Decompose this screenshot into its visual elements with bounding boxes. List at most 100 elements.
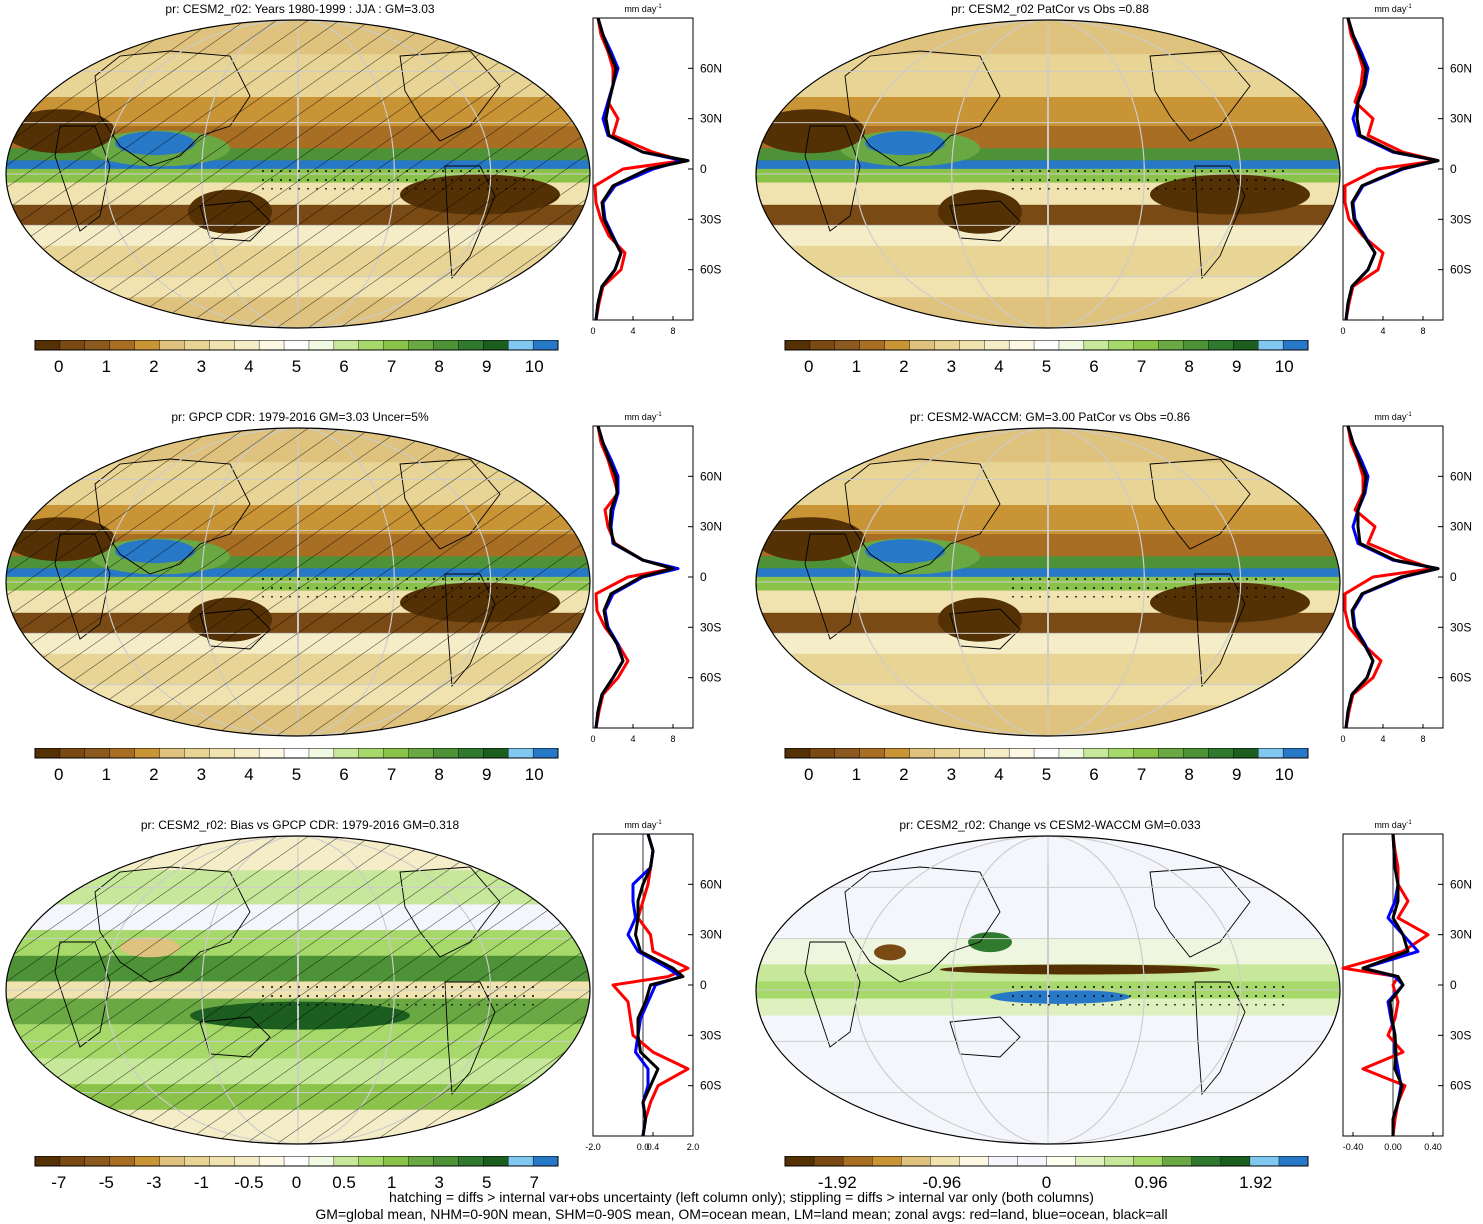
precip-band: [756, 297, 1340, 328]
colorbar-label: -0.96: [923, 1173, 962, 1192]
value-tick-label: 4: [1380, 326, 1385, 336]
colorbar-swatch: [34, 340, 61, 351]
colorbar-swatch: [507, 1156, 534, 1167]
colorbar-swatch: [1257, 748, 1284, 759]
colorbar-swatch: [834, 748, 861, 759]
colorbar-swatch: [959, 340, 985, 351]
units-superscript: -1: [656, 820, 662, 826]
colorbar-label: 1: [102, 357, 111, 376]
coastline: [1149, 866, 1251, 958]
map-border: [755, 427, 1341, 737]
colorbar-label: 7: [387, 357, 396, 376]
colorbar-label: 5: [1042, 357, 1051, 376]
colorbar-label: 8: [434, 765, 443, 784]
colorbar-swatch: [433, 340, 459, 351]
dry-region: [756, 517, 865, 562]
colorbar-swatch: [901, 1156, 931, 1167]
colorbar-swatch: [1282, 748, 1309, 759]
colorbar-label: 0: [1042, 1173, 1051, 1192]
precip-map: [5, 427, 591, 737]
colorbar-swatch: [813, 1156, 844, 1167]
lat-tick-label: 30N: [1450, 928, 1472, 942]
colorbar-label: 10: [1275, 765, 1294, 784]
colorbar-swatch: [433, 748, 459, 759]
colorbar-swatch: [1162, 1156, 1193, 1167]
value-tick-label: -2.0: [585, 1142, 601, 1152]
colorbar-swatch: [1183, 748, 1209, 759]
colorbar-swatch: [1033, 748, 1060, 759]
colorbar-swatch: [842, 1156, 873, 1167]
colorbar-swatch: [184, 748, 210, 759]
colorbar-label: 8: [1184, 357, 1193, 376]
colorbar-swatch: [383, 340, 410, 351]
colorbar-swatch: [1058, 748, 1085, 759]
colorbar-swatch: [1008, 748, 1035, 759]
map-field: [6, 836, 590, 1144]
colorbar-label: 6: [339, 765, 348, 784]
precip-map: [755, 19, 1341, 329]
coastline: [949, 608, 1021, 650]
units-superscript: -1: [1406, 412, 1412, 418]
colorbar-label: 3: [947, 765, 956, 784]
colorbar-swatch: [909, 340, 935, 351]
colorbar-swatch: [59, 1156, 86, 1167]
colorbar-swatch: [358, 340, 385, 351]
colorbar-swatch: [988, 1156, 1018, 1167]
colorbar-label: 0.96: [1135, 1173, 1168, 1192]
profile-units: mm day-1: [624, 820, 662, 830]
colorbar-swatch: [1017, 1156, 1048, 1167]
colorbar-label: -1: [194, 1173, 209, 1192]
colorbar-swatch: [884, 340, 911, 351]
lat-tick-label: 30N: [700, 928, 722, 942]
colorbar-swatch: [1208, 748, 1234, 759]
colorbar-swatch: [109, 340, 136, 351]
value-tick-label: 8: [670, 326, 675, 336]
colorbar-label: -1.92: [818, 1173, 857, 1192]
colorbar-swatch: [1282, 340, 1309, 351]
colorbar-label: 7: [1137, 357, 1146, 376]
colorbar-swatch: [134, 748, 161, 759]
lat-tick-label: 30N: [1450, 520, 1472, 534]
colorbar-swatch: [159, 340, 185, 351]
colorbar-swatch: [1133, 340, 1160, 351]
colorbar-swatch: [930, 1156, 960, 1167]
coastline: [844, 458, 1001, 575]
coastline: [804, 941, 861, 1048]
colorbar-swatch: [109, 1156, 136, 1167]
colorbar-label: 3: [947, 357, 956, 376]
colorbar-swatch: [1033, 340, 1060, 351]
lat-tick-label: 30N: [700, 520, 722, 534]
colorbar-label: 7: [529, 1173, 538, 1192]
colorbar-swatch: [532, 1156, 559, 1167]
map-border: [5, 427, 591, 737]
colorbar-label: 7: [1137, 765, 1146, 784]
zonal-avg-profile: mm day-1 60N 30N 0 30S 60S 0 4 8: [1340, 4, 1472, 336]
value-tick-label: -0.40: [1343, 1142, 1364, 1152]
lat-tick-label: 60N: [1450, 61, 1472, 75]
colorbar-swatch: [209, 340, 235, 351]
colorbar-swatch: [84, 340, 111, 351]
colorbar-swatch: [458, 340, 484, 351]
zonal-avg-profile: mm day-1 60N 30N 0 30S 60S -0.40 0.00 0.40: [1341, 820, 1472, 1152]
colorbar-swatch: [959, 1156, 989, 1167]
colorbar-label: 5: [482, 1173, 491, 1192]
colorbar-label: 5: [1042, 765, 1051, 784]
colorbar-swatch: [784, 748, 811, 759]
zonal-avg-profile: mm day-1 60N 30N 0 30S 60S -2.0 0.00.4 2.0: [585, 820, 722, 1152]
colorbar-label: -7: [51, 1173, 66, 1192]
colorbar-label: 8: [434, 357, 443, 376]
profile-units: mm day-1: [1374, 412, 1412, 422]
precip-band: [756, 20, 1340, 55]
colorbar-swatch: [209, 748, 235, 759]
lat-tick-label: 30S: [700, 212, 721, 226]
colorbar-swatch: [1191, 1156, 1222, 1167]
lat-tick-label: 30N: [1450, 112, 1472, 126]
colorbar-swatch: [59, 340, 86, 351]
colorbar-label: 8: [1184, 765, 1193, 784]
colorbar-swatch: [507, 748, 534, 759]
colorbar-swatch: [134, 340, 161, 351]
value-tick-label: 0.0: [637, 1142, 650, 1152]
lat-tick-label: 0: [1450, 162, 1457, 176]
colorbar-swatch: [1058, 340, 1085, 351]
precip-band: [756, 1058, 1340, 1144]
